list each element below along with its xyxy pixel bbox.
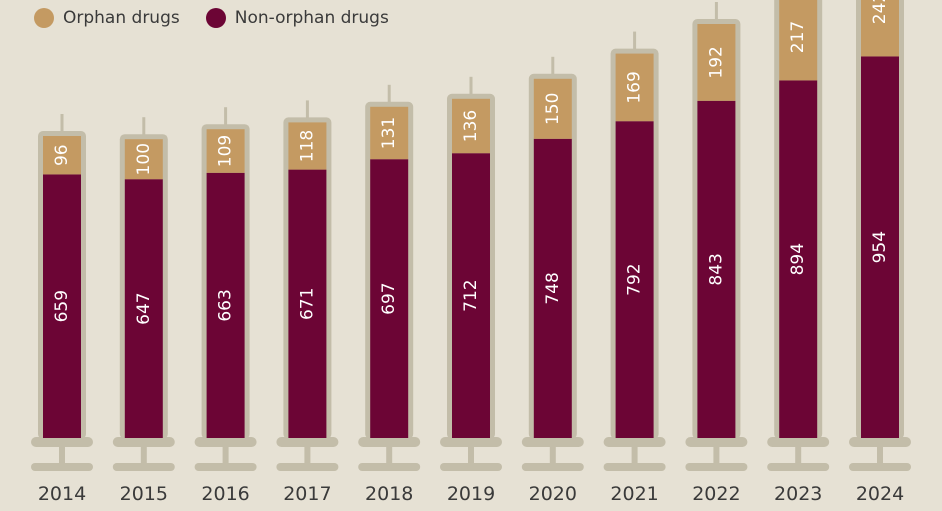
value-label-non-orphan-2020: 748 — [543, 272, 563, 304]
syringe-flange-2019 — [440, 437, 502, 447]
bar-non-orphan-2022 — [697, 100, 736, 439]
legend-label-non-orphan: Non-orphan drugs — [234, 8, 389, 28]
bar-orphan-2014 — [43, 136, 81, 175]
syringe-flange-2022 — [685, 437, 748, 447]
bar-non-orphan-2019 — [452, 153, 490, 438]
x-tick-label-2016: 2016 — [201, 483, 249, 505]
value-label-non-orphan-2017: 671 — [297, 288, 317, 320]
syringe-flange-2014 — [31, 437, 93, 447]
value-label-orphan-2016: 109 — [216, 135, 236, 167]
bar-orphan-2018 — [370, 106, 409, 160]
value-label-orphan-2022: 192 — [706, 46, 726, 78]
syringe-handle-2018 — [358, 463, 421, 471]
value-label-orphan-2023: 217 — [788, 21, 808, 53]
bar-orphan-2015 — [124, 139, 163, 180]
value-label-orphan-2015: 100 — [134, 143, 154, 175]
legend-label-orphan: Orphan drugs — [63, 8, 180, 28]
syringe-flange-2017 — [276, 437, 339, 447]
x-tick-label-2015: 2015 — [120, 483, 168, 505]
value-label-non-orphan-2018: 697 — [379, 282, 399, 314]
x-tick-label-2020: 2020 — [529, 483, 577, 505]
x-tick-label-2023: 2023 — [774, 483, 822, 505]
x-tick-label-2021: 2021 — [610, 483, 658, 505]
value-label-orphan-2021: 169 — [625, 71, 645, 103]
bar-orphan-2021 — [615, 53, 654, 122]
value-label-non-orphan-2023: 894 — [788, 243, 808, 275]
value-label-orphan-2019: 136 — [461, 110, 481, 142]
bar-non-orphan-2023 — [779, 80, 818, 439]
syringe-handle-2015 — [112, 463, 175, 471]
value-label-orphan-2014: 96 — [52, 144, 72, 166]
legend-item-non-orphan: Non-orphan drugs — [205, 8, 389, 28]
bar-non-orphan-2014 — [43, 174, 81, 438]
value-label-orphan-2024: 242 — [870, 0, 890, 24]
value-label-non-orphan-2016: 663 — [216, 289, 236, 321]
legend-swatch-orphan — [34, 8, 54, 28]
x-tick-label-2018: 2018 — [365, 483, 413, 505]
bar-orphan-2024 — [861, 0, 899, 57]
bar-non-orphan-2015 — [124, 179, 163, 438]
bar-non-orphan-2018 — [370, 159, 409, 438]
x-tick-label-2022: 2022 — [692, 483, 740, 505]
syringe-flange-2023 — [767, 437, 830, 447]
bar-non-orphan-2017 — [288, 169, 327, 438]
syringe-handle-2017 — [276, 463, 339, 471]
bar-non-orphan-2021 — [615, 121, 654, 438]
value-label-non-orphan-2021: 792 — [625, 263, 645, 295]
syringe-handle-2021 — [603, 463, 666, 471]
syringe-handle-2014 — [31, 463, 93, 471]
bar-orphan-2017 — [288, 122, 327, 170]
syringe-handle-2020 — [521, 463, 584, 471]
x-tick-label-2017: 2017 — [283, 483, 331, 505]
bar-orphan-2019 — [452, 98, 490, 154]
bar-non-orphan-2024 — [861, 56, 899, 439]
value-label-non-orphan-2019: 712 — [461, 279, 481, 311]
syringe-handle-2022 — [685, 463, 748, 471]
syringe-flange-2018 — [358, 437, 421, 447]
syringe-handle-2024 — [849, 463, 911, 471]
value-label-orphan-2020: 150 — [543, 93, 563, 125]
legend-item-orphan: Orphan drugs — [34, 8, 180, 28]
bar-orphan-2023 — [779, 0, 818, 81]
bar-non-orphan-2020 — [533, 138, 572, 439]
x-tick-label-2019: 2019 — [447, 483, 495, 505]
bar-non-orphan-2016 — [206, 172, 245, 439]
syringe-handle-2019 — [440, 463, 502, 471]
value-label-non-orphan-2015: 647 — [134, 292, 154, 324]
syringe-handle-2016 — [194, 463, 257, 471]
syringe-flange-2020 — [521, 437, 584, 447]
value-label-non-orphan-2022: 843 — [706, 253, 726, 285]
value-label-orphan-2018: 131 — [379, 117, 399, 149]
value-label-non-orphan-2014: 659 — [52, 290, 72, 322]
syringe-flange-2016 — [194, 437, 257, 447]
value-label-orphan-2017: 118 — [297, 130, 317, 162]
legend: Orphan drugs Non-orphan drugs — [34, 8, 415, 28]
bar-orphan-2022 — [697, 24, 736, 101]
syringe-flange-2021 — [603, 437, 666, 447]
value-label-non-orphan-2024: 954 — [870, 231, 890, 263]
syringe-flange-2024 — [849, 437, 911, 447]
bar-orphan-2020 — [533, 78, 572, 139]
syringe-flange-2015 — [112, 437, 175, 447]
x-tick-label-2014: 2014 — [38, 483, 86, 505]
x-tick-label-2024: 2024 — [856, 483, 904, 505]
legend-swatch-non-orphan — [205, 8, 226, 28]
bar-orphan-2016 — [206, 129, 245, 173]
syringe-handle-2023 — [767, 463, 830, 471]
